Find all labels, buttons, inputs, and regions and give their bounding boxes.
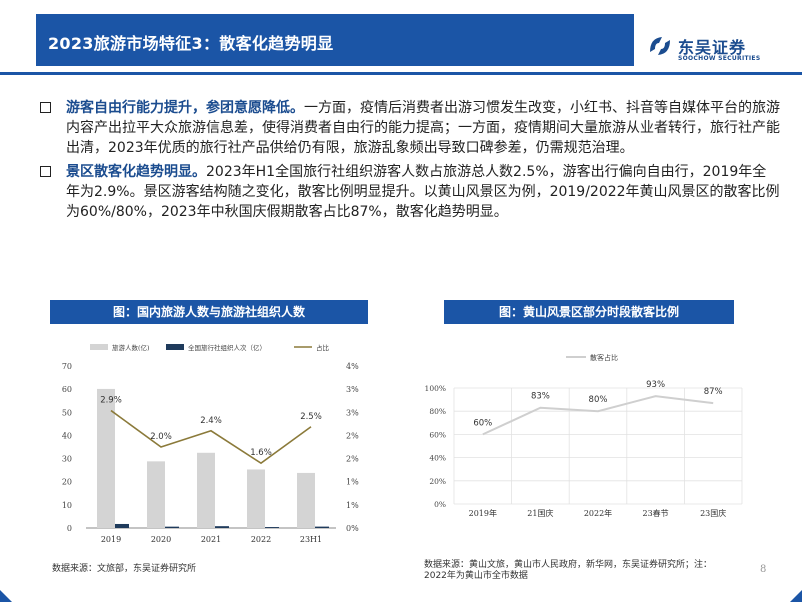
bullet-heading: 游客自由行能力提升，参团意愿降低。 (66, 100, 304, 116)
bullet-item: 游客自由行能力提升，参团意愿降低。一方面，疫情后消费者出游习惯发生改变，小红书、… (40, 98, 780, 158)
bullet-body: 2023年H1全国旅行社组织游客人数占旅游总人数2.5%，游客出行偏向自由行，2… (66, 164, 780, 220)
x-tick-label: 2021 (201, 535, 221, 544)
y-right-tick-label: 3% (346, 385, 359, 394)
y-left-tick-label: 50 (62, 408, 72, 417)
x-tick-label: 23春节 (643, 508, 669, 518)
x-tick-label: 23H1 (300, 535, 322, 544)
brand-logo: 东吴证券 SOOCHOW SECURITIES (646, 32, 772, 68)
share-data-label: 2.5% (300, 412, 322, 422)
y-left-tick-label: 70 (62, 362, 72, 371)
y-tick-label: 40% (429, 454, 446, 463)
y-right-tick-label: 2% (346, 455, 359, 464)
bar-agency (215, 526, 229, 528)
legend-label-agency: 全国旅行社组织人次（亿） (188, 343, 266, 352)
checkbox-bullet-icon (40, 166, 51, 177)
y-right-tick-label: 1% (346, 501, 359, 510)
bar-agency (265, 527, 279, 528)
bar-tourists (197, 452, 215, 528)
y-left-tick-label: 40 (62, 431, 72, 440)
legend-label-tourists: 旅游人数(亿) (112, 343, 150, 352)
bar-tourists (147, 461, 165, 528)
legend-label-share: 占比 (316, 343, 330, 352)
y-left-tick-label: 60 (62, 385, 72, 394)
x-tick-label: 2022年 (584, 508, 612, 518)
y-right-tick-label: 4% (346, 362, 359, 371)
y-right-tick-label: 2% (346, 431, 359, 440)
share-data-label: 2.9% (100, 396, 122, 406)
bullet-body: 一方面，疫情后消费者出游习惯发生改变，小红书、抖音等自媒体平台的旅游内容产出拉平… (66, 100, 780, 156)
x-tick-label: 2022 (251, 535, 271, 544)
line-share (110, 409, 312, 465)
share-data-label: 2.0% (150, 432, 172, 442)
x-tick-label: 21国庆 (527, 508, 553, 518)
title-bar (36, 14, 634, 66)
x-tick-label: 2020 (151, 535, 171, 544)
corner-decoration (0, 590, 802, 602)
bar-tourists (297, 472, 315, 528)
legend-label: 散客占比 (590, 353, 618, 362)
y-right-tick-label: 1% (346, 478, 359, 487)
header-divider (0, 72, 802, 75)
bullet-heading: 景区散客化趋势明显。 (66, 164, 206, 180)
bar-agency (115, 523, 129, 528)
share-data-label: 2.4% (200, 416, 222, 426)
y-tick-label: 100% (425, 384, 446, 393)
right-chart-source-line2: 2022年为黄山市全市数据 (424, 571, 528, 581)
page-number: 8 (760, 564, 767, 575)
y-tick-label: 20% (429, 477, 446, 486)
logo-text-en: SOOCHOW SECURITIES (678, 55, 761, 62)
y-left-tick-label: 0 (67, 524, 72, 533)
data-label: 93% (646, 380, 665, 390)
x-tick-label: 2019年 (469, 508, 497, 518)
legend-swatch-tourists (90, 344, 108, 350)
share-data-label: 1.6% (250, 448, 272, 458)
data-label: 80% (589, 395, 608, 405)
y-left-tick-label: 20 (62, 478, 72, 487)
y-tick-label: 0% (434, 500, 446, 509)
bullet-list: 游客自由行能力提升，参团意愿降低。一方面，疫情后消费者出游习惯发生改变，小红书、… (40, 98, 780, 226)
bullet-item: 景区散客化趋势明显。2023年H1全国旅行社组织游客人数占旅游总人数2.5%，游… (40, 162, 780, 222)
bar-tourists (247, 469, 265, 528)
right-chart-source-line1: 数据来源：黄山文旅，黄山市人民政府，新华网，东吴证券研究所；注： (424, 560, 713, 570)
bar-agency (165, 526, 179, 528)
left-chart-title: 图：国内旅游人数与旅游社组织人数 (50, 300, 368, 324)
data-label: 83% (531, 392, 550, 402)
x-tick-label: 23国庆 (700, 508, 726, 518)
x-tick-label: 2019 (101, 535, 121, 544)
soochow-logo-icon (650, 35, 670, 57)
right-chart-title: 图：黄山风景区部分时段散客比例 (444, 300, 734, 324)
data-label: 87% (704, 387, 723, 397)
y-right-tick-label: 0% (346, 524, 359, 533)
data-label: 60% (473, 418, 492, 428)
line-scattered-share (482, 395, 714, 436)
bar-agency (315, 526, 329, 528)
y-left-tick-label: 10 (62, 501, 72, 510)
checkbox-bullet-icon (40, 102, 51, 113)
slide-title: 2023旅游市场特征3：散客化趋势明显 (48, 34, 334, 53)
logo-text-cn: 东吴证券 (678, 38, 747, 57)
y-right-tick-label: 3% (346, 408, 359, 417)
y-left-tick-label: 30 (62, 455, 72, 464)
y-tick-label: 80% (429, 407, 446, 416)
legend-swatch-agency (166, 344, 184, 350)
left-chart-source: 数据来源：文旅部，东吴证券研究所 (52, 564, 197, 574)
y-tick-label: 60% (429, 430, 446, 439)
bar-tourists (97, 388, 115, 528)
